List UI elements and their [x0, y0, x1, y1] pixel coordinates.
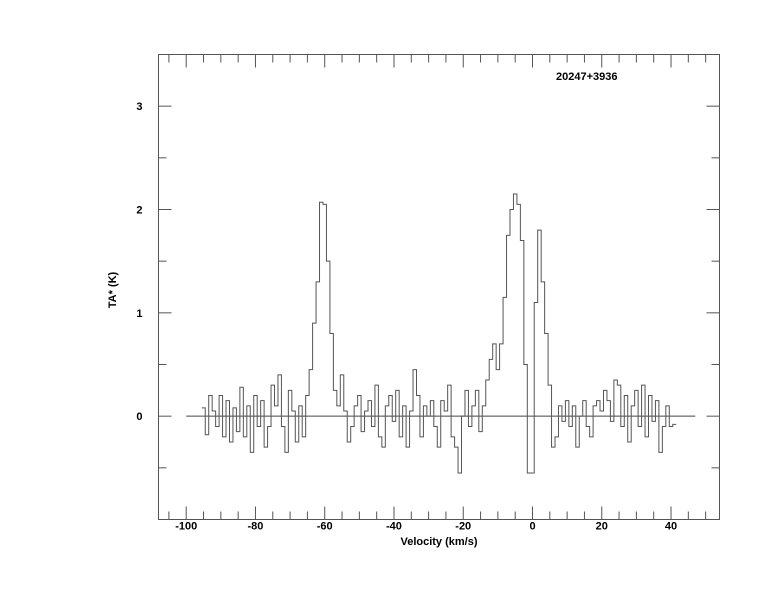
y-tick-labels: 0 1 2 3 — [136, 101, 142, 423]
spectrum-line — [201, 193, 677, 474]
x-tick-label: -60 — [317, 521, 333, 533]
x-tick-label: 40 — [665, 521, 677, 533]
x-tick-label: -20 — [455, 521, 471, 533]
y-tick-label: 0 — [136, 411, 142, 423]
y-tick-label: 3 — [136, 101, 142, 113]
y-axis-label: TA* (K) — [107, 271, 119, 308]
plot-frame — [158, 54, 720, 520]
y-tick-label: 2 — [136, 205, 142, 217]
x-axis-label: Velocity (km/s) — [400, 536, 477, 548]
x-tick-labels: -100 -80 -60 -40 -20 0 20 40 — [175, 521, 677, 533]
axis-ticks — [158, 54, 720, 520]
x-tick-label: 0 — [529, 521, 535, 533]
y-tick-label: 1 — [136, 308, 142, 320]
x-tick-label: -40 — [386, 521, 402, 533]
x-tick-label: -80 — [248, 521, 264, 533]
x-tick-label: -100 — [175, 521, 197, 533]
x-tick-label: 20 — [596, 521, 608, 533]
chart-title: 20247+3936 — [556, 71, 617, 83]
